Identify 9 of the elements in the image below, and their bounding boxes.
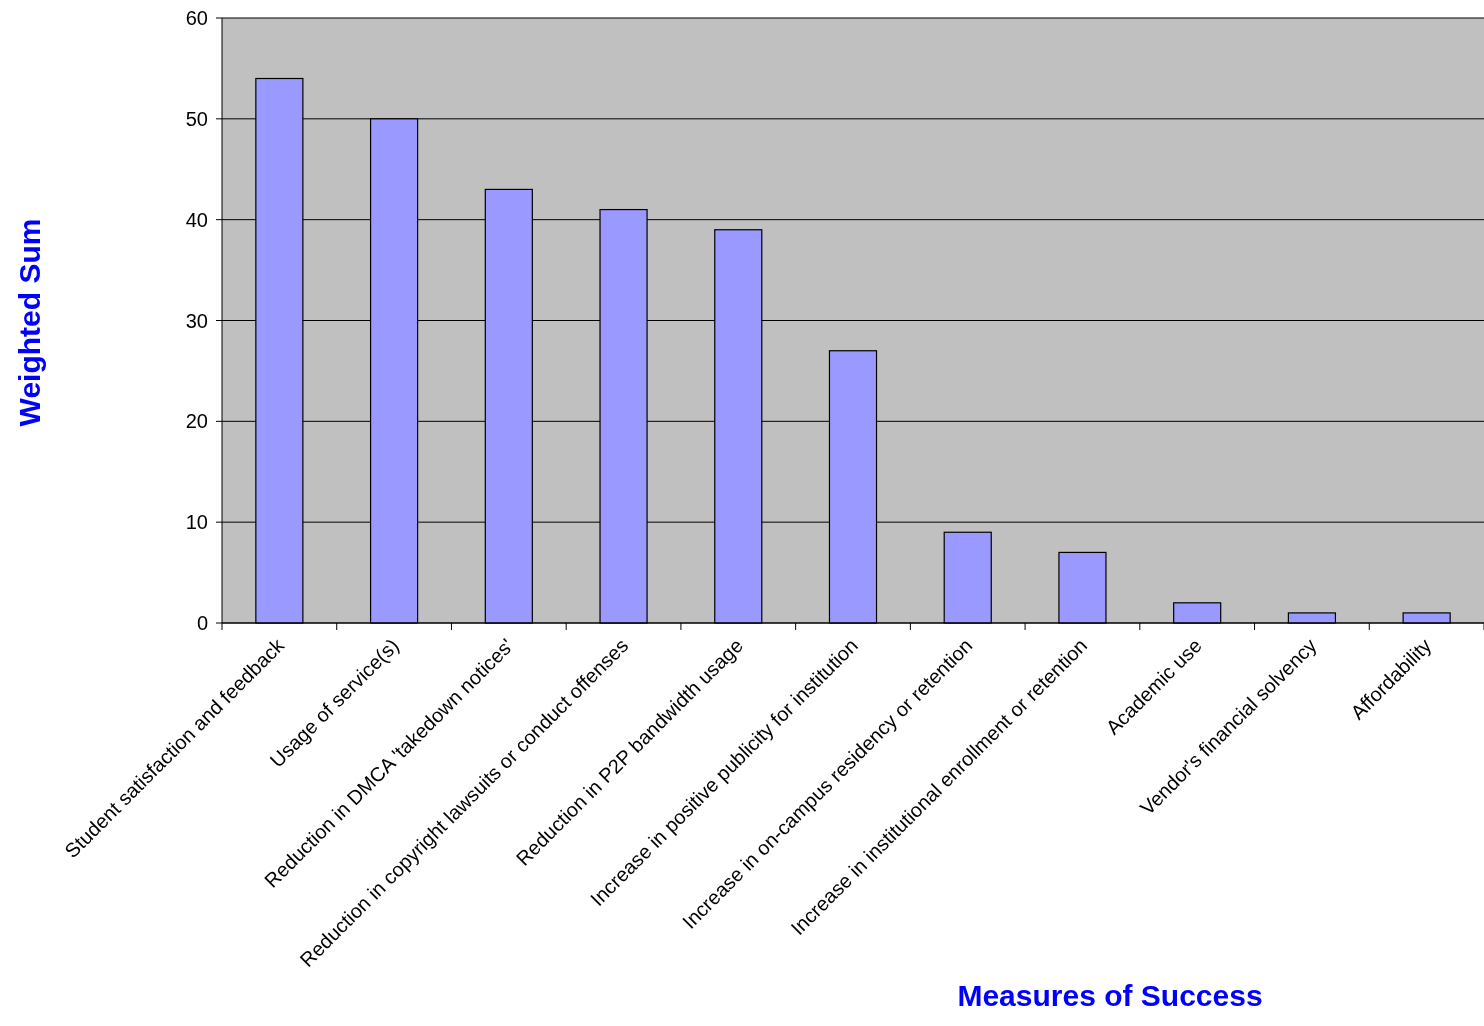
y-tick-label: 0 xyxy=(196,612,208,634)
y-tick-label: 60 xyxy=(185,7,208,29)
y-axis-title: Weighted Sum xyxy=(13,218,46,427)
y-tick-label: 50 xyxy=(185,107,208,130)
y-tick-label: 20 xyxy=(185,410,208,433)
y-tick-label: 10 xyxy=(185,511,208,534)
x-axis-title: Measures of Success xyxy=(957,979,1263,1012)
y-tick-label: 40 xyxy=(185,208,208,231)
y-tick-label: 30 xyxy=(185,309,208,332)
